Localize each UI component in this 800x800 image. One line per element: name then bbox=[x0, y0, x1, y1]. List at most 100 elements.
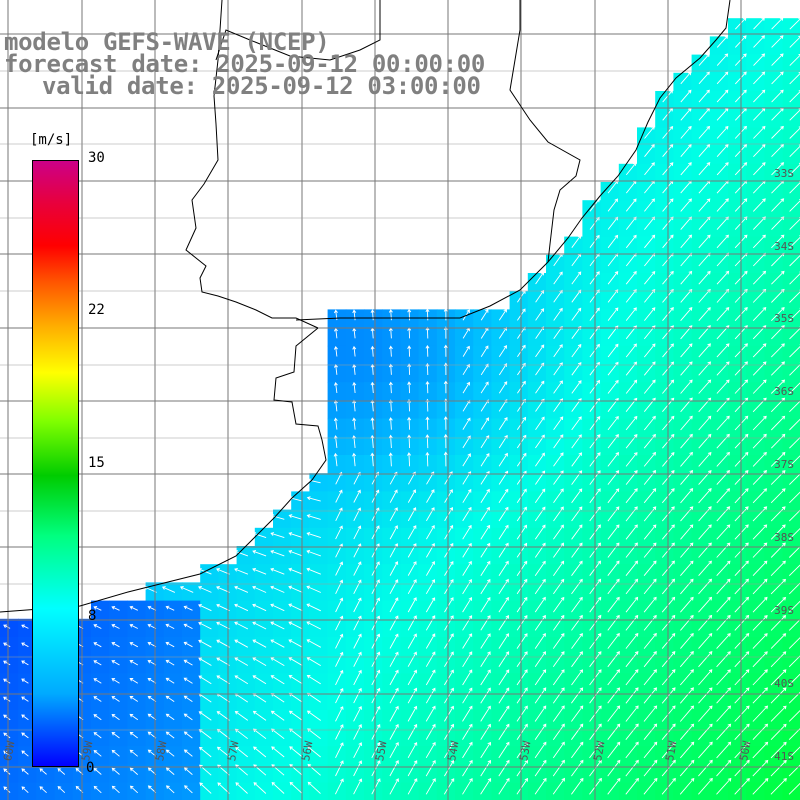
wind-arrow bbox=[789, 198, 800, 212]
wind-arrow bbox=[716, 506, 731, 522]
wind-arrow bbox=[498, 705, 510, 722]
wind-arrow bbox=[165, 749, 175, 757]
wind-arrow bbox=[770, 759, 787, 777]
wind-cell bbox=[637, 582, 656, 602]
wind-arrow bbox=[679, 687, 694, 704]
wind-arrow bbox=[789, 253, 800, 267]
wind-arrow bbox=[306, 710, 321, 721]
wind-arrow bbox=[407, 561, 417, 576]
wind-arrow bbox=[535, 452, 545, 467]
wind-arrow bbox=[498, 524, 509, 540]
wind-cell bbox=[673, 673, 693, 693]
wind-arrow bbox=[553, 506, 564, 522]
wind-arrow bbox=[788, 564, 800, 577]
wind-arrow bbox=[625, 723, 639, 740]
wind-arrow bbox=[462, 759, 473, 777]
wind-arrow bbox=[306, 692, 321, 703]
wind-arrow bbox=[306, 549, 321, 557]
coastline bbox=[0, 0, 731, 613]
wind-arrow bbox=[306, 603, 321, 612]
wind-arrow bbox=[698, 288, 711, 303]
wind-arrow bbox=[752, 488, 768, 504]
wind-arrow bbox=[462, 417, 471, 430]
wind-arrow bbox=[571, 669, 583, 686]
wind-arrow bbox=[198, 603, 212, 612]
wind-arrow bbox=[552, 669, 565, 686]
wind-arrow bbox=[234, 621, 249, 630]
wind-arrow bbox=[389, 741, 399, 759]
wind-cell bbox=[455, 709, 474, 729]
wind-arrow bbox=[199, 782, 212, 794]
model-title: modelo GEFS-WAVE (NCEP) bbox=[4, 28, 330, 56]
wind-arrow bbox=[553, 416, 564, 431]
wind-arrow bbox=[407, 345, 412, 357]
wind-arrow bbox=[425, 579, 436, 595]
wind-arrow bbox=[480, 560, 491, 576]
wind-arrow bbox=[235, 782, 248, 794]
wind-arrow bbox=[407, 507, 417, 522]
wind-arrow bbox=[607, 379, 619, 394]
wind-arrow bbox=[552, 777, 565, 795]
wind-arrow bbox=[643, 596, 657, 613]
wind-arrow bbox=[198, 586, 212, 593]
wind-arrow bbox=[443, 326, 448, 339]
wind-cell bbox=[491, 400, 511, 420]
wind-arrow bbox=[789, 344, 800, 358]
wind-arrow bbox=[498, 560, 509, 576]
wind-arrow bbox=[716, 397, 730, 413]
wind-arrow bbox=[753, 89, 766, 103]
wind-cell bbox=[600, 582, 620, 602]
wind-arrow bbox=[770, 596, 787, 613]
wind-arrow bbox=[716, 288, 730, 303]
wind-arrow bbox=[716, 53, 729, 66]
colorbar-tick-22: 22 bbox=[88, 302, 105, 318]
wind-arrow bbox=[21, 624, 29, 629]
wind-arrow bbox=[571, 307, 582, 321]
wind-arrow bbox=[480, 633, 491, 649]
wind-arrow bbox=[752, 216, 766, 230]
wind-arrow bbox=[407, 687, 418, 704]
wind-arrow bbox=[111, 767, 120, 775]
latitude-label: 37S bbox=[774, 458, 794, 471]
wind-arrow bbox=[552, 759, 565, 777]
wind-arrow bbox=[270, 675, 285, 685]
wind-arrow bbox=[165, 767, 175, 775]
wind-arrow bbox=[370, 399, 375, 412]
wind-arrow bbox=[698, 198, 711, 212]
wind-arrow bbox=[607, 560, 620, 576]
wind-arrow bbox=[179, 586, 194, 593]
wind-arrow bbox=[183, 605, 193, 611]
wind-arrow bbox=[407, 489, 417, 503]
wind-arrow bbox=[183, 641, 193, 648]
wind-arrow bbox=[462, 723, 473, 740]
wind-arrow bbox=[571, 343, 582, 358]
wind-arrow bbox=[165, 713, 175, 721]
wind-arrow bbox=[129, 785, 139, 794]
wind-arrow bbox=[734, 524, 749, 540]
wind-arrow bbox=[353, 525, 362, 540]
wind-arrow bbox=[698, 143, 711, 157]
wind-arrow bbox=[252, 621, 267, 630]
wind-arrow bbox=[444, 651, 454, 667]
wind-arrow bbox=[771, 234, 785, 249]
wind-arrow bbox=[752, 506, 768, 522]
wind-cell bbox=[455, 455, 474, 474]
wind-arrow bbox=[752, 433, 767, 449]
wind-arrow bbox=[480, 578, 491, 595]
wind-arrow bbox=[643, 451, 657, 467]
wind-arrow bbox=[698, 560, 712, 576]
wind-arrow bbox=[216, 568, 230, 575]
wind-arrow bbox=[407, 633, 417, 649]
wind-arrow bbox=[680, 524, 694, 540]
wind-arrow bbox=[571, 506, 583, 522]
wind-arrow bbox=[679, 705, 695, 722]
wind-arrow bbox=[771, 216, 785, 230]
wind-arrow bbox=[129, 605, 138, 611]
wind-arrow bbox=[644, 125, 655, 139]
wind-arrow bbox=[498, 488, 509, 503]
wind-arrow bbox=[407, 363, 412, 375]
wind-arrow bbox=[370, 381, 375, 394]
wind-arrow bbox=[698, 669, 713, 686]
wind-arrow bbox=[789, 217, 800, 230]
wind-arrow bbox=[789, 307, 800, 322]
